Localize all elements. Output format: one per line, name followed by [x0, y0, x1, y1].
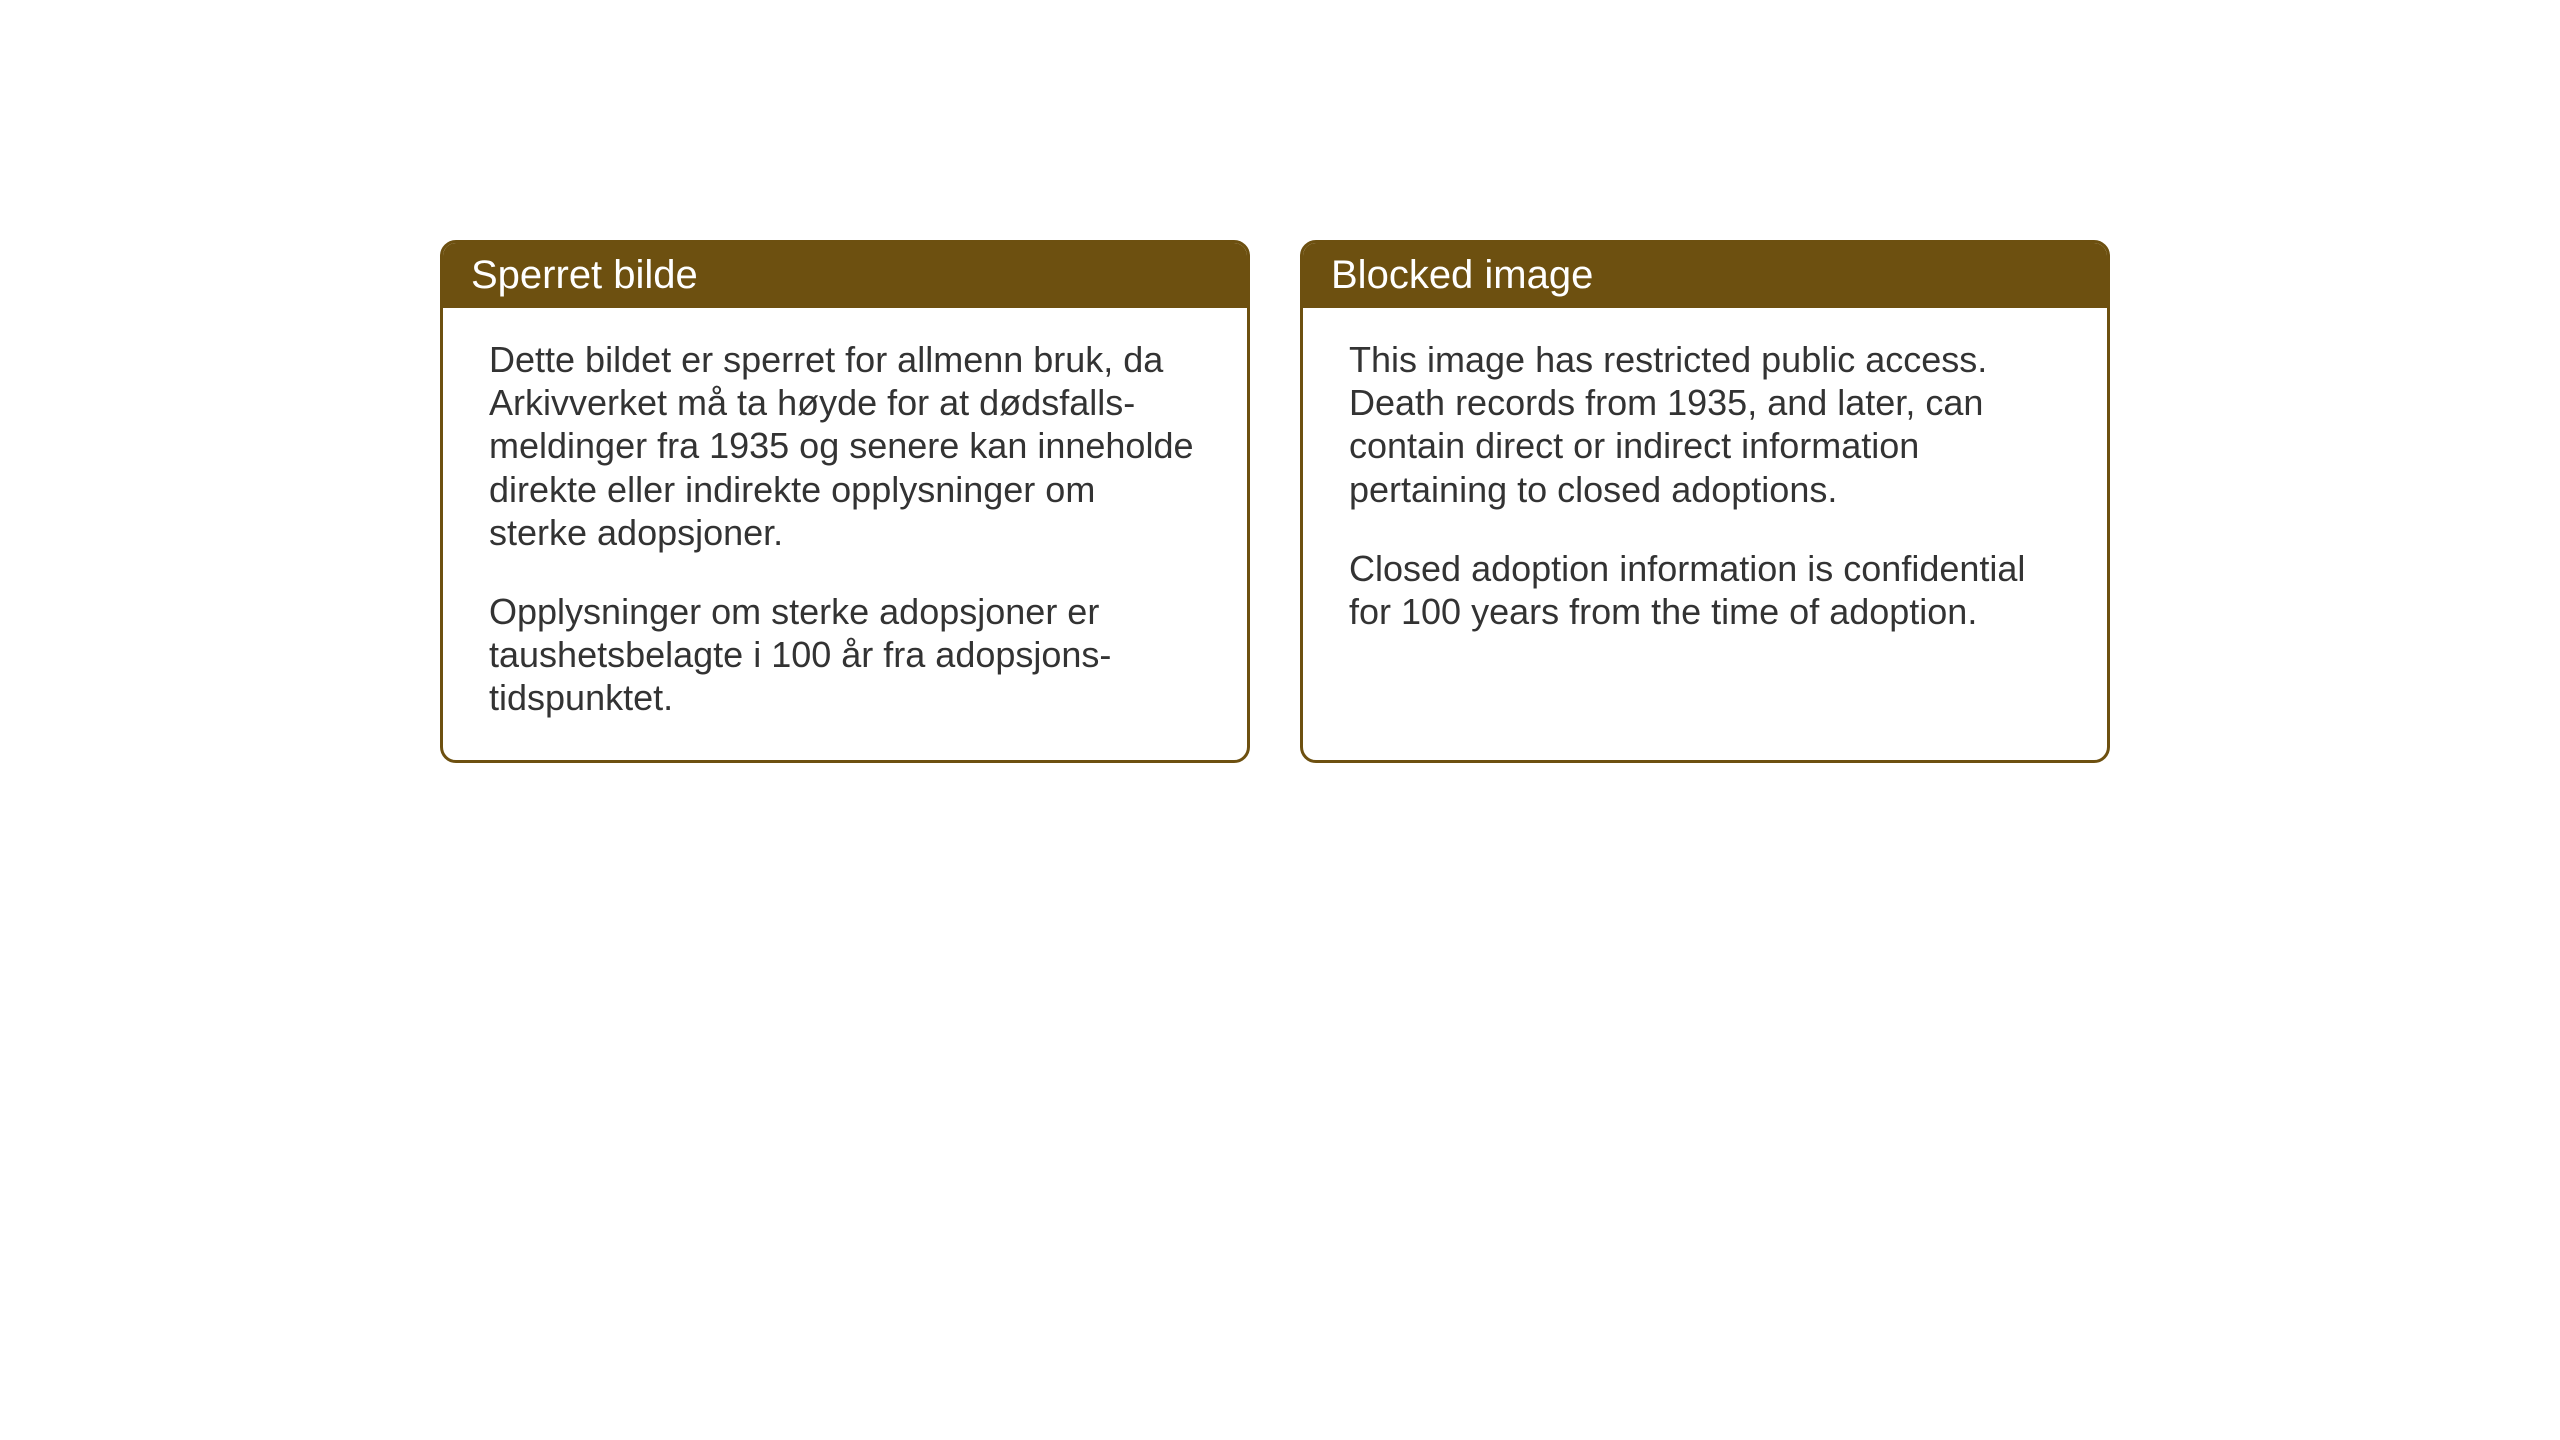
notice-container: Sperret bilde Dette bildet er sperret fo…: [440, 240, 2110, 763]
notice-paragraph: Opplysninger om sterke adopsjoner er tau…: [489, 590, 1201, 720]
notice-paragraph: This image has restricted public access.…: [1349, 338, 2061, 511]
notice-box-english: Blocked image This image has restricted …: [1300, 240, 2110, 763]
notice-paragraph: Closed adoption information is confident…: [1349, 547, 2061, 633]
notice-body-norwegian: Dette bildet er sperret for allmenn bruk…: [443, 308, 1247, 760]
notice-header-norwegian: Sperret bilde: [443, 243, 1247, 308]
notice-paragraph: Dette bildet er sperret for allmenn bruk…: [489, 338, 1201, 554]
notice-header-english: Blocked image: [1303, 243, 2107, 308]
notice-body-english: This image has restricted public access.…: [1303, 308, 2107, 734]
notice-box-norwegian: Sperret bilde Dette bildet er sperret fo…: [440, 240, 1250, 763]
